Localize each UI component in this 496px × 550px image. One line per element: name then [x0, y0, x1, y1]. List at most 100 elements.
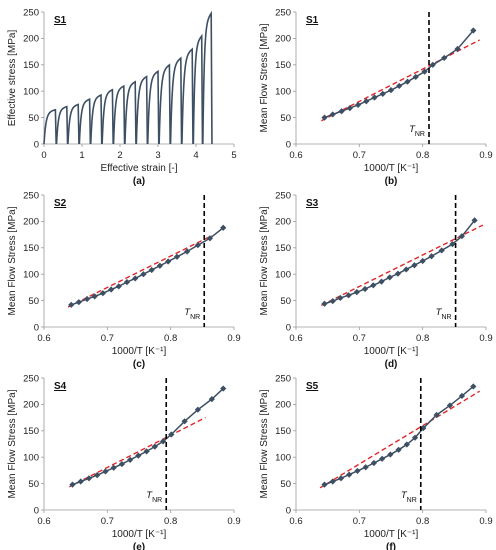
data-point: [127, 456, 134, 463]
y-tick-label: 200: [23, 400, 39, 411]
data-point: [83, 295, 91, 303]
y-tick-label: 50: [280, 479, 291, 490]
y-tick-label: 0: [286, 505, 291, 516]
series-line: [324, 219, 476, 305]
series-line: [324, 385, 474, 486]
tnr-label-t: T: [146, 490, 153, 501]
x-tick-label: 0.8: [164, 516, 177, 527]
x-axis-label: 1000/T [K⁻¹]: [364, 346, 419, 357]
data-point: [329, 111, 336, 118]
data-point: [75, 299, 82, 306]
y-tick-label: 0: [286, 139, 291, 150]
x-tick-label: 0.9: [227, 516, 240, 527]
data-point: [220, 385, 227, 392]
y-tick-label: 100: [275, 453, 291, 464]
data-point: [206, 235, 214, 242]
stress-curve-8: [124, 80, 137, 145]
y-tick-label: 0: [286, 322, 291, 333]
x-tick-label: 0.7: [101, 333, 114, 344]
stress-curve-4: [78, 98, 92, 145]
y-tick-label: 100: [23, 453, 39, 464]
x-axis-label: Effective strain [-]: [100, 163, 177, 174]
x-tick-label: 0.9: [227, 333, 240, 344]
data-point: [411, 434, 419, 441]
data-point: [394, 270, 402, 277]
y-axis-label: Mean Flow Stress [MPa]: [259, 23, 270, 132]
data-point: [173, 253, 181, 260]
data-point: [396, 82, 403, 90]
data-point: [329, 298, 336, 305]
x-tick-label: 4: [193, 150, 198, 161]
data-point: [115, 283, 122, 290]
tnr-label: TNR: [184, 307, 200, 321]
tnr-label: TNR: [146, 490, 162, 504]
data-point: [68, 301, 75, 308]
data-point: [429, 61, 436, 68]
data-point: [458, 233, 466, 240]
data-point: [404, 78, 411, 85]
stress-curve-13: [181, 47, 194, 145]
data-point: [403, 266, 410, 273]
data-point: [165, 258, 172, 265]
stress-curve-15: [202, 10, 213, 145]
y-axis-label: Mean Flow Stress [MPa]: [7, 206, 18, 315]
y-tick-label: 100: [275, 87, 291, 98]
sample-label: S4: [54, 381, 67, 392]
sample-label: S5: [306, 381, 319, 392]
x-tick-label: 0.6: [289, 516, 302, 527]
y-tick-label: 250: [23, 7, 39, 18]
x-tick-label: 0.6: [37, 516, 50, 527]
panel-letter: (d): [385, 359, 398, 370]
data-point: [387, 87, 395, 94]
tnr-label-sub: NR: [152, 497, 162, 504]
y-tick-label: 200: [23, 34, 39, 45]
y-axis-label: Mean Flow Stress [MPa]: [259, 206, 270, 315]
y-tick-label: 200: [23, 217, 39, 228]
x-tick-label: 0.8: [416, 150, 429, 161]
stress-curve-1: [43, 108, 57, 145]
series-line: [72, 388, 224, 486]
sample-label: S1: [306, 15, 319, 26]
y-tick-label: 50: [280, 296, 291, 307]
tnr-label: TNR: [436, 307, 452, 321]
tnr-label: TNR: [409, 124, 425, 138]
y-tick-label: 250: [23, 190, 39, 201]
stress-curve-11: [158, 63, 171, 145]
x-tick-label: 0.9: [479, 150, 492, 161]
stress-curve-12: [169, 56, 183, 145]
sample-label: S3: [306, 198, 319, 209]
stress-curve-5: [89, 93, 103, 145]
data-point: [471, 217, 478, 224]
data-point: [194, 242, 201, 249]
data-point: [346, 104, 353, 112]
tnr-label: TNR: [401, 490, 417, 504]
data-point: [470, 383, 477, 390]
data-point: [403, 441, 410, 448]
y-tick-label: 250: [275, 7, 291, 18]
tnr-label-t: T: [409, 124, 416, 135]
data-point: [69, 481, 76, 488]
data-point: [132, 275, 139, 282]
y-tick-label: 200: [275, 217, 291, 228]
regression-line: [321, 224, 484, 306]
data-point: [329, 478, 336, 485]
y-tick-label: 0: [34, 322, 39, 333]
stress-curve-6: [101, 88, 114, 145]
data-point: [321, 114, 328, 121]
regression-line: [321, 39, 480, 122]
panel-d: 0 50 100 150 200 250 0.6 0.7 0.8 0.9 1000/T [K⁻¹] M…: [259, 190, 493, 370]
data-point: [91, 293, 98, 300]
data-point: [102, 468, 109, 475]
panel-b: 0 50 100 150 200 250 0.6 0.7 0.8 0.9 1000/T [K⁻¹] M…: [259, 7, 493, 187]
x-tick-label: 0.6: [37, 333, 50, 344]
data-point: [181, 418, 188, 425]
data-point: [220, 224, 227, 231]
data-point: [148, 266, 155, 274]
tnr-label-sub: NR: [441, 314, 451, 321]
x-tick-label: 0.8: [164, 333, 177, 344]
x-tick-label: 0.7: [353, 333, 366, 344]
data-point: [118, 460, 125, 468]
x-tick-label: 0.7: [353, 516, 366, 527]
sample-label: S1: [54, 15, 67, 26]
data-point: [123, 279, 131, 286]
